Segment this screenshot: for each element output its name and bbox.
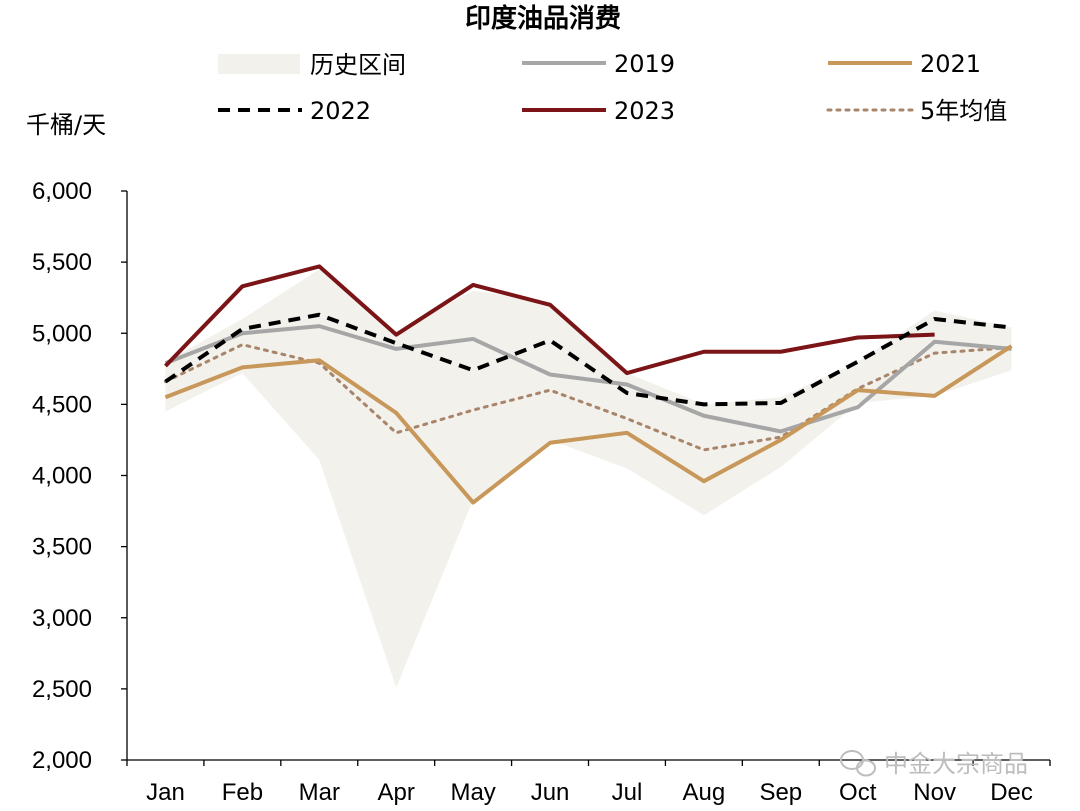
legend-label-2019: 2019 [614,50,675,78]
y-tick-label: 3,500 [32,534,92,561]
watermark-text: 中金大宗商品 [884,750,1028,778]
legend-label-2023: 2023 [614,97,675,125]
series-line-2022 [164,312,1012,407]
x-tick-label: Dec [990,779,1033,806]
series-line-2021 [164,344,1013,505]
y-tick-label: 6,000 [32,178,92,205]
legend-label-2022: 2022 [310,97,371,125]
y-axis-unit-label: 千桶/天 [26,111,106,139]
x-tick-label: Mar [299,779,340,806]
series-line-2019 [164,324,1012,434]
x-tick-label: Jun [531,779,570,806]
x-tick-label: Jul [612,779,643,806]
historical-range-band [165,269,1012,688]
x-tick-label: Sep [759,779,802,806]
legend-label-5年均值: 5年均值 [920,97,1007,125]
axes: 2,000 2,500 3,000 3,500 4,000 4,500 5,000 5,500… [32,178,1051,806]
legend: 历史区间 2019 2021 2022 2023 5年均值 [218,50,1007,125]
y-tick-label: 2,500 [32,676,92,703]
y-tick-label: 3,000 [32,605,92,632]
chart-title: 印度油品消费 [465,3,621,34]
x-tick-label: Nov [913,779,956,806]
series-line-5年均值 [163,343,1014,452]
x-tick-label: Apr [378,779,415,806]
y-tick-label: 4,000 [32,463,92,490]
y-tick-label: 2,000 [32,747,92,774]
wechat-icon [840,750,876,777]
x-tick-label: Oct [839,779,877,806]
legend-swatch-range-band [218,54,300,74]
series-line-2023 [164,264,935,376]
x-tick-label: Feb [222,779,263,806]
y-tick-label: 5,000 [32,320,92,347]
series-lines [163,264,1014,505]
x-tick-label: Jan [146,779,185,806]
y-tick-label: 5,500 [32,249,92,276]
legend-label-range-band: 历史区间 [310,51,406,79]
legend-label-2021: 2021 [920,50,981,78]
x-tick-label: Aug [683,779,726,806]
watermark: 中金大宗商品 [840,750,1028,778]
range-band-area [165,269,1012,688]
y-tick-label: 4,500 [32,391,92,418]
x-tick-label: May [450,779,495,806]
